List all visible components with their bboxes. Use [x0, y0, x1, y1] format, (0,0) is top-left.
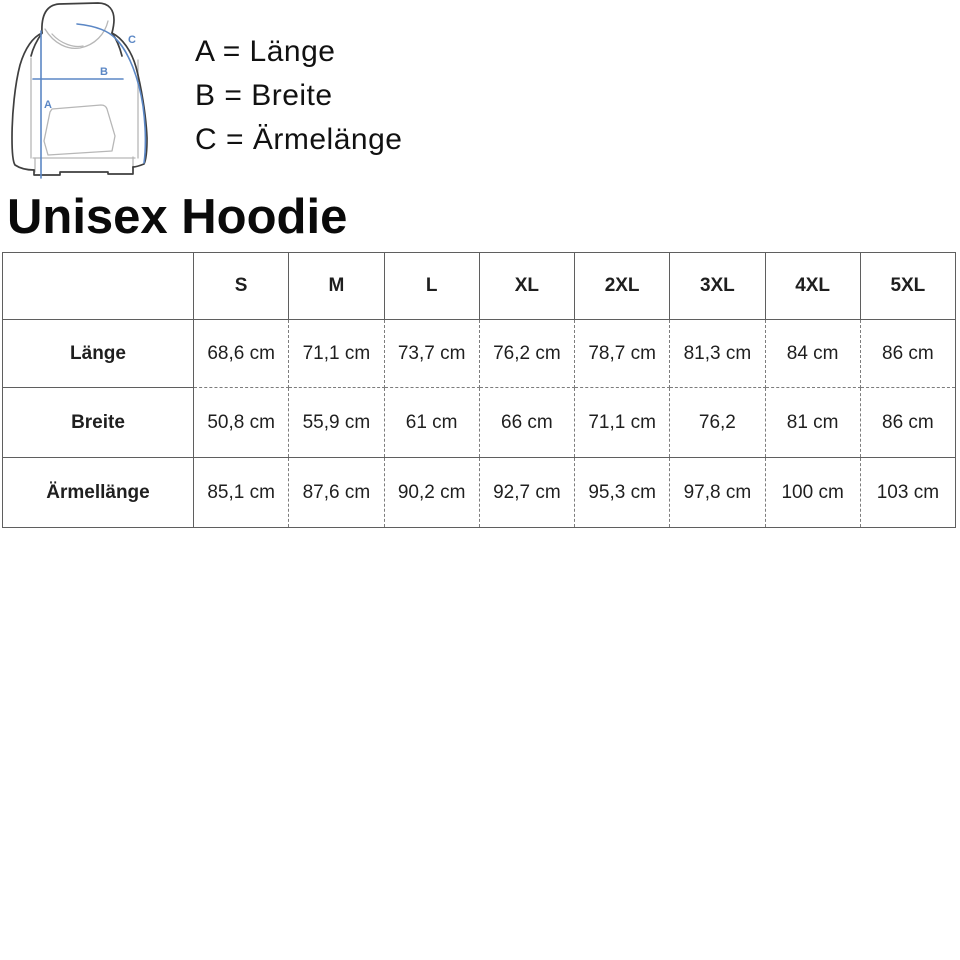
hood-collar-outline [44, 20, 109, 50]
cell-breite-3xl: 76,2 [669, 387, 766, 458]
cell-laenge-3xl: 81,3 cm [669, 319, 766, 388]
measure-label-a: A [44, 99, 52, 111]
cell-aermel-l: 90,2 cm [384, 457, 480, 528]
hoodie-measurement-diagram: A B C [0, 0, 190, 185]
right-shoulder-seam [111, 32, 123, 57]
hoodie-illustration: A B C [11, 2, 148, 179]
cell-laenge-xl: 76,2 cm [479, 319, 576, 388]
cell-aermel-4xl: 100 cm [765, 457, 861, 528]
size-header-xl: XL [479, 252, 576, 320]
legend-line-c: C = Ärmelänge [195, 123, 403, 156]
cell-breite-4xl: 81 cm [765, 387, 861, 458]
measure-line-c [76, 23, 147, 164]
cell-laenge-4xl: 84 cm [765, 319, 861, 388]
cell-breite-2xl: 71,1 cm [574, 387, 671, 458]
size-header-4xl: 4XL [765, 252, 861, 320]
hood-collar-inner [51, 33, 84, 48]
cell-breite-m: 55,9 cm [288, 387, 385, 458]
left-sleeve-outline [11, 32, 43, 171]
row-label-laenge: Länge [2, 319, 194, 388]
size-table: S M L XL 2XL 3XL 4XL 5XL Länge 68,6 cm 7… [2, 252, 957, 528]
row-label-aermellaenge: Ärmellänge [2, 457, 194, 528]
pocket-outline [43, 104, 116, 156]
size-header-l: L [384, 252, 480, 320]
page-title: Unisex Hoodie [7, 190, 348, 244]
measure-label-c: C [128, 34, 136, 46]
hem-outline [33, 166, 134, 176]
size-header-3xl: 3XL [669, 252, 766, 320]
right-sleeve-outline [111, 32, 148, 168]
hood-outline [41, 2, 115, 34]
cell-aermel-s: 85,1 cm [193, 457, 290, 528]
cell-aermel-3xl: 97,8 cm [669, 457, 766, 528]
legend-line-b: B = Breite [195, 79, 333, 112]
cell-breite-s: 50,8 cm [193, 387, 290, 458]
cell-aermel-xl: 92,7 cm [479, 457, 576, 528]
legend-line-a: A = Länge [195, 35, 336, 68]
cell-laenge-s: 68,6 cm [193, 319, 290, 388]
cell-laenge-2xl: 78,7 cm [574, 319, 671, 388]
corner-cell [2, 252, 194, 320]
cell-breite-xl: 66 cm [479, 387, 576, 458]
cell-breite-5xl: 86 cm [860, 387, 956, 458]
size-header-2xl: 2XL [574, 252, 671, 320]
table-row-aermellaenge: Ärmellänge 85,1 cm 87,6 cm 90,2 cm 92,7 … [2, 457, 956, 528]
measurement-legend: A = Länge B = Breite C = Ärmelänge [195, 30, 402, 162]
table-row-breite: Breite 50,8 cm 55,9 cm 61 cm 66 cm 71,1 … [2, 387, 956, 458]
cell-aermel-2xl: 95,3 cm [574, 457, 671, 528]
size-table-header-row: S M L XL 2XL 3XL 4XL 5XL [2, 252, 957, 320]
measure-label-b: B [100, 66, 108, 78]
table-row-laenge: Länge 68,6 cm 71,1 cm 73,7 cm 76,2 cm 78… [2, 319, 956, 388]
cell-breite-l: 61 cm [384, 387, 480, 458]
cell-aermel-5xl: 103 cm [876, 481, 940, 503]
row-label-breite: Breite [2, 387, 194, 458]
cell-laenge-m: 71,1 cm [288, 319, 385, 388]
cell-laenge-5xl: 86 cm [860, 319, 956, 388]
cell-laenge-l: 73,7 cm [384, 319, 480, 388]
size-header-5xl: 5XL [860, 252, 957, 320]
size-header-s: S [193, 252, 290, 320]
size-header-m: M [288, 252, 385, 320]
cell-aermel-m: 87,6 cm [288, 457, 385, 528]
